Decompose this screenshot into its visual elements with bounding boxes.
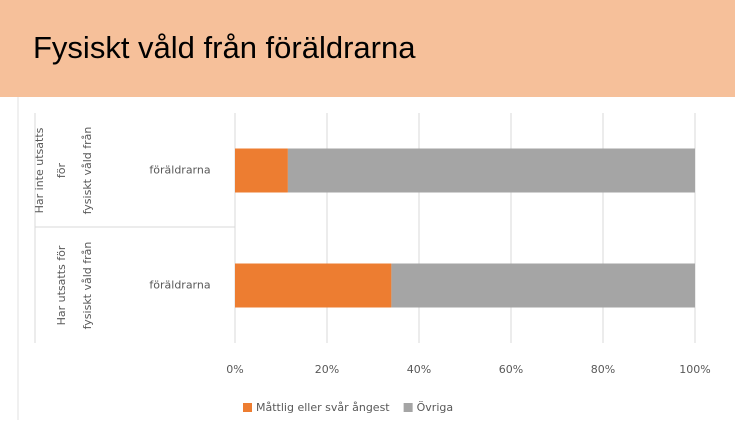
group-label: fysiskt våld från (81, 242, 94, 330)
bar-segment (287, 148, 695, 193)
group-label: fysiskt våld från (81, 127, 94, 215)
bar-segment (391, 263, 695, 308)
x-tick-label: 80% (591, 363, 615, 376)
x-tick-label: 0% (226, 363, 243, 376)
legend-swatch (403, 403, 413, 412)
legend-label: Måttlig eller svår ångest (256, 401, 390, 414)
x-tick-label: 40% (407, 363, 431, 376)
group-label: Har inte utsatts (33, 127, 46, 213)
legend-label: Övriga (417, 401, 453, 414)
group-label: Har utsatts för (55, 245, 68, 325)
x-tick-label: 60% (499, 363, 523, 376)
slide-title: Fysiskt våld från föräldrarna (33, 30, 416, 65)
bar-segment (235, 263, 392, 308)
bar-segment (235, 148, 288, 193)
category-label: föräldrarna (149, 164, 210, 177)
legend-swatch (243, 403, 252, 412)
x-tick-label: 100% (679, 363, 710, 376)
group-label: för (55, 162, 68, 178)
header-band (0, 0, 735, 97)
category-label: föräldrarna (149, 279, 210, 292)
category-frame (34, 113, 235, 343)
x-tick-label: 20% (315, 363, 339, 376)
